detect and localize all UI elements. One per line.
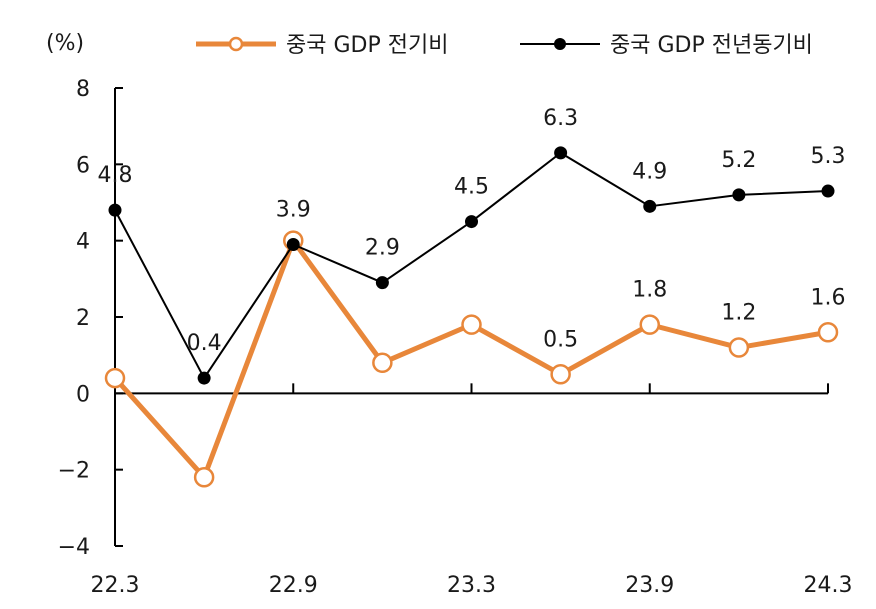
data-point-qoq	[104, 367, 126, 389]
data-label-yoy: 0.4	[187, 331, 222, 356]
data-point-qoq	[461, 314, 482, 335]
legend: 중국 GDP 전기비 중국 GDP 전년동기비	[196, 33, 813, 58]
data-label-qoq: 1.2	[721, 301, 756, 326]
legend-label-qoq: 중국 GDP 전기비	[286, 33, 448, 58]
data-point-yoy	[821, 184, 835, 198]
y-tick-label: 2	[76, 306, 90, 331]
data-point-qoq	[193, 467, 215, 488]
series-layer	[104, 146, 839, 488]
legend-marker-qoq	[228, 36, 244, 52]
data-label-yoy: 5.3	[811, 144, 846, 169]
data-label-yoy: 5.2	[721, 148, 756, 173]
data-point-qoq	[817, 322, 839, 343]
legend-item-qoq: 중국 GDP 전기비	[196, 33, 448, 58]
x-tick-label: 23.3	[447, 573, 496, 598]
data-point-yoy	[375, 276, 389, 290]
x-tick-label: 22.3	[91, 573, 140, 598]
data-label-qoq: 1.6	[811, 285, 846, 310]
y-tick-label: 4	[76, 230, 90, 255]
legend-label-yoy: 중국 GDP 전년동기비	[610, 33, 813, 58]
data-label-yoy: 4.8	[98, 163, 133, 188]
data-label-yoy: 2.9	[365, 236, 400, 261]
data-point-yoy	[108, 203, 122, 217]
y-tick-label: −2	[58, 459, 90, 484]
y-tick-label: 6	[76, 153, 90, 178]
series-line-qoq	[113, 238, 829, 480]
x-tick-label: 24.3	[804, 573, 853, 598]
data-labels: 0.5 1.8 1.2 1.6 4.8 0.4 3.9 2.9 4.5 6.3 4.9 5.2 5.3	[98, 106, 846, 356]
y-tick-label: −4	[58, 535, 90, 560]
y-unit-label: (%)	[46, 31, 84, 56]
data-label-yoy: 3.9	[276, 197, 311, 222]
data-point-yoy	[554, 146, 568, 160]
data-label-yoy: 6.3	[543, 106, 578, 131]
data-point-yoy	[643, 199, 657, 213]
data-point-qoq	[639, 314, 660, 335]
x-tick-label: 23.9	[625, 573, 674, 598]
x-tick-label: 22.9	[269, 573, 318, 598]
data-label-qoq: 0.5	[543, 327, 578, 352]
data-point-qoq	[550, 364, 571, 385]
data-label-yoy: 4.9	[632, 159, 667, 184]
data-point-qoq	[372, 352, 393, 374]
y-tick-label: 8	[76, 77, 90, 102]
data-point-qoq	[728, 337, 750, 358]
y-tick-label: 0	[76, 382, 90, 407]
data-point-yoy	[197, 371, 211, 385]
data-point-yoy	[465, 215, 478, 229]
data-point-yoy	[286, 237, 300, 251]
data-point-yoy	[732, 188, 746, 202]
legend-marker-yoy	[554, 38, 566, 50]
legend-item-yoy: 중국 GDP 전년동기비	[520, 33, 813, 58]
data-label-qoq: 1.8	[632, 278, 667, 303]
data-label-yoy: 4.5	[454, 175, 489, 200]
